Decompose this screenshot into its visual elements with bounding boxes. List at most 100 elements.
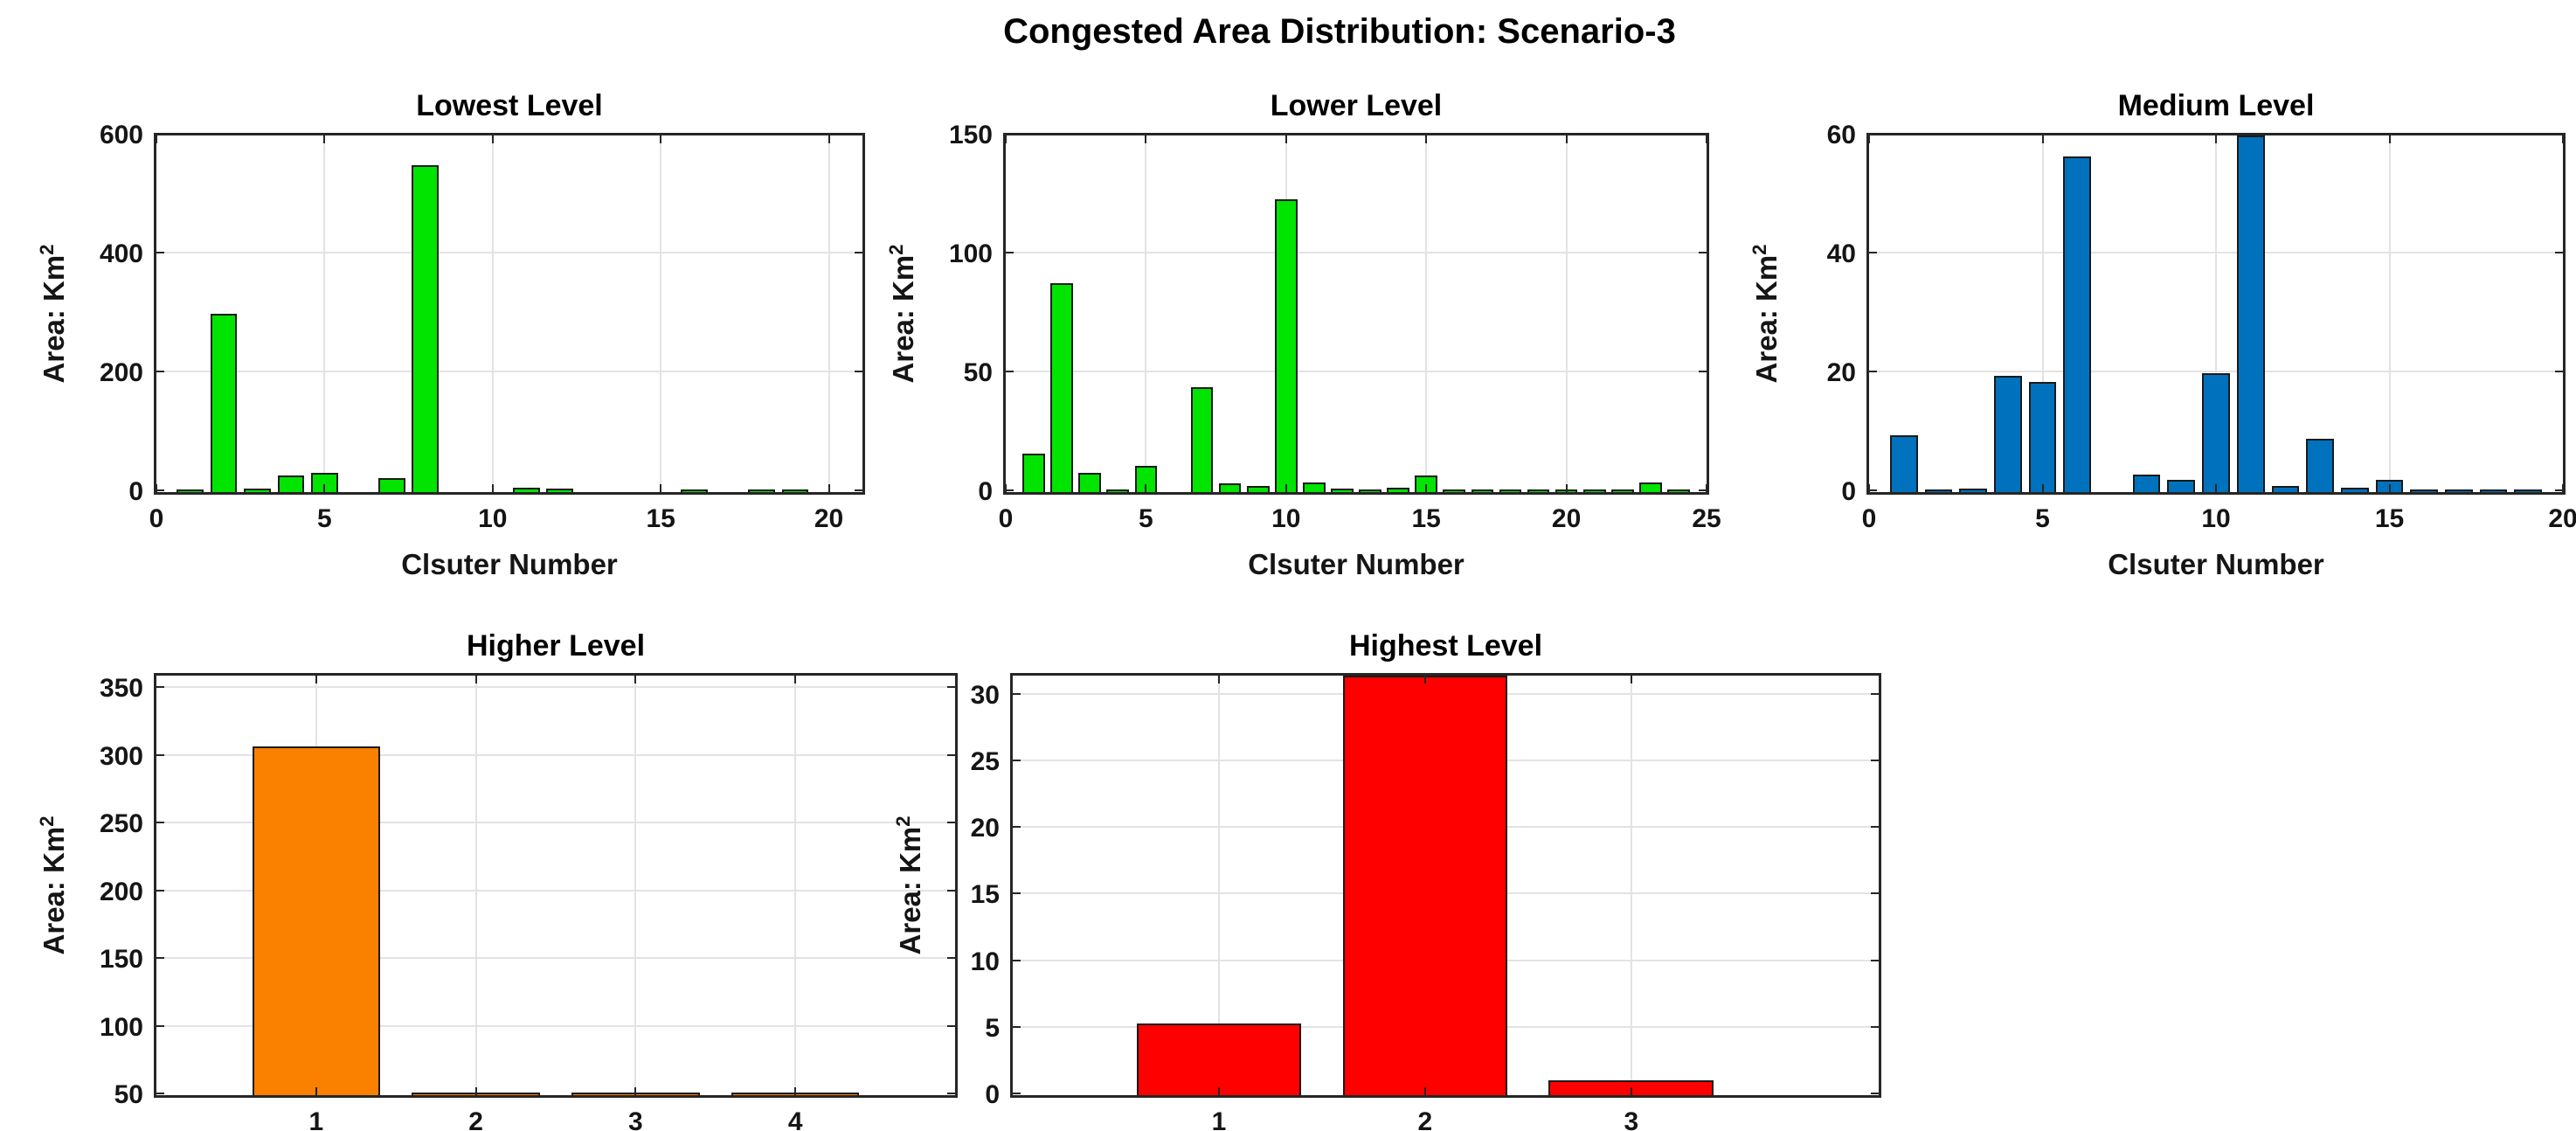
- gridline: [1630, 676, 1632, 1095]
- gridline: [1006, 371, 1707, 373]
- tick-mark: [1630, 676, 1632, 683]
- y-tick-label: 30: [970, 680, 1000, 710]
- gridline: [2041, 135, 2044, 492]
- y-tick-label: 0: [978, 477, 993, 506]
- tick-mark: [828, 135, 830, 143]
- tick-mark: [2215, 135, 2217, 143]
- bar-lower-level-cluster-10: [1274, 199, 1298, 492]
- x-tick-label: 15: [2374, 504, 2405, 533]
- tick-mark: [156, 252, 164, 254]
- plot-area-highest-level: [1013, 676, 1879, 1095]
- bar-lowest-level-cluster-2: [210, 314, 238, 492]
- bar-lowest-level-cluster-7: [377, 478, 405, 492]
- gridline: [491, 135, 494, 492]
- bar-lower-level-cluster-17: [1471, 489, 1494, 492]
- plot-area-lowest-level: [156, 135, 862, 492]
- plot-area-lower-level: [1006, 135, 1707, 492]
- tick-mark: [1871, 1093, 1879, 1094]
- bar-medium-level-cluster-17: [2445, 489, 2473, 492]
- x-tick-label: 2: [468, 1107, 483, 1131]
- y-tick-label: 25: [970, 747, 1000, 777]
- bar-lowest-level-cluster-16: [681, 489, 708, 492]
- tick-mark: [855, 371, 862, 373]
- x-tick-label: 15: [1411, 504, 1441, 533]
- tick-mark: [2041, 484, 2044, 492]
- x-tick-label: 20: [1551, 504, 1582, 533]
- subplot-title-lowest-level: Lowest Level: [416, 89, 603, 122]
- y-tick-label: 5: [985, 1013, 1000, 1043]
- bar-highest-level-cluster-1: [1136, 1023, 1302, 1095]
- x-tick-label: 2: [1417, 1107, 1433, 1131]
- tick-mark: [1706, 484, 1707, 492]
- bar-medium-level-cluster-6: [2063, 156, 2092, 492]
- tick-mark: [156, 1093, 164, 1094]
- tick-mark: [1699, 252, 1707, 254]
- bar-lower-level-cluster-8: [1218, 483, 1242, 492]
- x-tick-label: 10: [2201, 504, 2231, 533]
- tick-mark: [1425, 484, 1428, 492]
- gridline: [2215, 135, 2217, 492]
- tick-mark: [660, 135, 662, 143]
- y-axis-label-text: Area: Km: [38, 826, 70, 955]
- bar-medium-level-cluster-1: [1889, 435, 1918, 492]
- bar-lower-level-cluster-11: [1303, 482, 1326, 492]
- gridline: [1565, 135, 1568, 492]
- y-axis-label: Area: Km2: [892, 816, 927, 955]
- x-tick-label: 0: [149, 504, 164, 533]
- tick-mark: [156, 822, 164, 824]
- bar-medium-level-cluster-3: [1959, 488, 1987, 492]
- bar-lower-level-cluster-22: [1610, 489, 1634, 492]
- bar-lower-level-cluster-16: [1443, 489, 1466, 492]
- tick-mark: [2555, 489, 2563, 491]
- y-tick-label: 400: [99, 239, 143, 268]
- x-tick-label: 10: [478, 504, 508, 533]
- bar-medium-level-cluster-8: [2132, 474, 2161, 492]
- y-tick-label: 40: [1826, 239, 1856, 268]
- tick-mark: [2388, 484, 2391, 492]
- tick-mark: [947, 753, 955, 756]
- y-tick-label: 150: [948, 121, 993, 149]
- tick-mark: [1869, 133, 1877, 135]
- tick-mark: [1423, 1087, 1426, 1095]
- y-tick-label: 50: [114, 1080, 143, 1109]
- gridline: [156, 686, 955, 689]
- subplot-lower-level: 0 5 10 15 20 25 0 50 100 150 Lower Level Clsuter Nu…: [885, 89, 1721, 580]
- y-tick-label: 100: [99, 1012, 143, 1042]
- tick-mark: [1006, 489, 1014, 491]
- bar-medium-level-cluster-2: [1924, 489, 1953, 492]
- tick-mark: [1869, 252, 1877, 254]
- tick-mark: [947, 686, 955, 689]
- tick-mark: [1005, 484, 1007, 492]
- y-tick-label: 60: [1826, 121, 1856, 149]
- figure-title: Congested Area Distribution: Scenario-3: [1003, 12, 1676, 51]
- subplot-title-medium-level: Medium Level: [2117, 89, 2315, 122]
- subplot-title-highest-level: Highest Level: [1348, 629, 1543, 663]
- gridline: [1145, 135, 1147, 492]
- bar-medium-level-cluster-9: [2167, 480, 2196, 492]
- bar-lower-level-cluster-14: [1387, 487, 1409, 492]
- tick-mark: [1217, 1087, 1220, 1095]
- bar-lower-level-cluster-21: [1582, 489, 1606, 492]
- bar-lower-level-cluster-24: [1667, 489, 1690, 492]
- bar-medium-level-cluster-11: [2236, 135, 2265, 492]
- bar-lowest-level-cluster-18: [748, 489, 775, 492]
- tick-mark: [156, 371, 164, 373]
- tick-mark: [947, 889, 955, 892]
- bar-lowest-level-cluster-4: [277, 475, 305, 492]
- subplot-title-lower-level: Lower Level: [1270, 89, 1443, 122]
- tick-mark: [634, 1087, 637, 1095]
- bar-medium-level-cluster-14: [2340, 487, 2369, 492]
- bar-lower-level-cluster-1: [1022, 454, 1045, 492]
- gridline: [156, 889, 955, 892]
- y-tick-label: 10: [970, 947, 1000, 976]
- y-axis-label: Area: Km2: [36, 245, 71, 384]
- tick-mark: [323, 135, 326, 143]
- tick-mark: [1006, 252, 1014, 254]
- gridline: [1006, 252, 1707, 254]
- tick-mark: [156, 133, 164, 135]
- x-tick-label: 4: [787, 1107, 803, 1131]
- gridline: [156, 252, 862, 254]
- tick-mark: [1013, 1025, 1021, 1028]
